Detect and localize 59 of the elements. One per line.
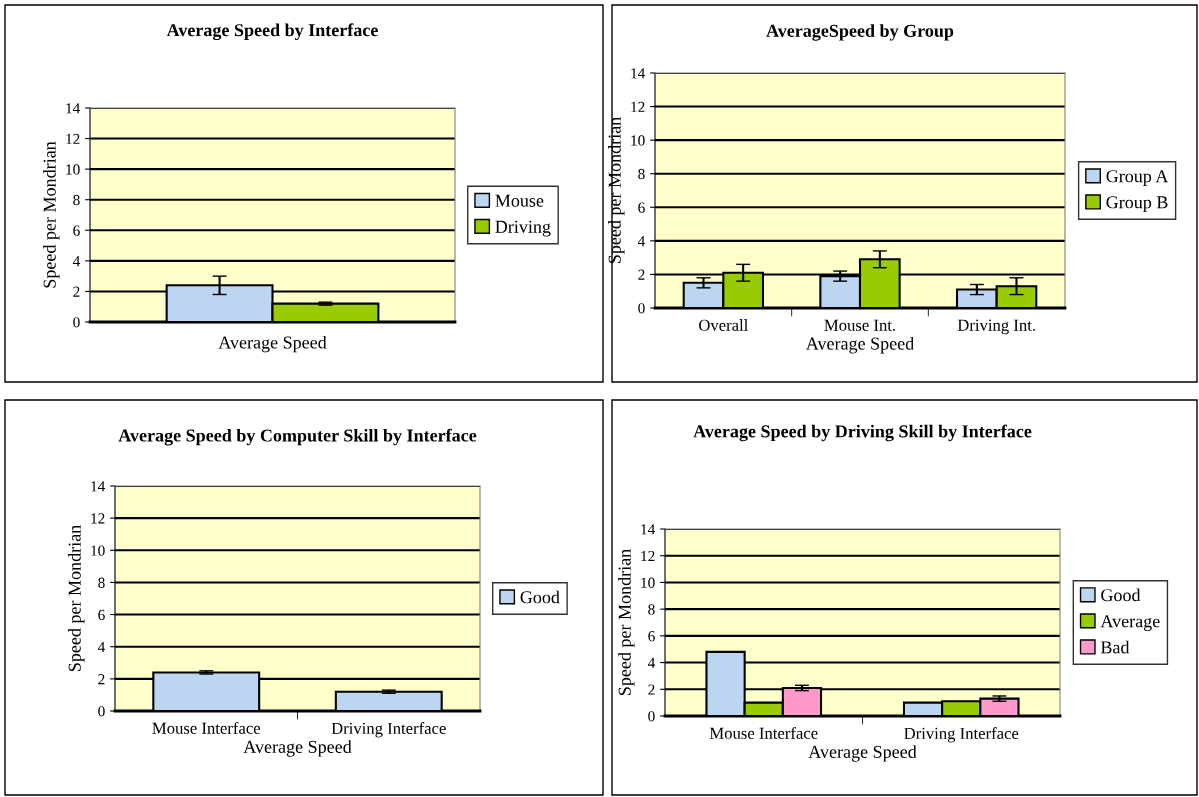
y-tick-label: 4 bbox=[637, 236, 646, 247]
x-axis-title: Average Speed bbox=[805, 337, 915, 354]
legend-label: Average bbox=[1100, 615, 1160, 632]
y-tick-label: 2 bbox=[73, 286, 80, 297]
y-tick-label: 14 bbox=[631, 68, 646, 79]
y-axis-title: Speed per Mondrian bbox=[43, 141, 60, 288]
y-tick-label: 4 bbox=[97, 641, 106, 653]
x-tick-label: Driving Int. bbox=[957, 319, 1035, 335]
y-tick-label: 10 bbox=[631, 135, 645, 146]
y-tick-label: 10 bbox=[91, 545, 105, 556]
y-tick-label: 12 bbox=[631, 101, 645, 112]
legend-label: Good bbox=[520, 590, 560, 604]
x-tick-label: Mouse Interface bbox=[152, 721, 261, 734]
y-tick-label: 8 bbox=[98, 577, 105, 588]
y-axis-title: Speed per Mondrian bbox=[618, 549, 635, 695]
y-tick-label: 2 bbox=[98, 674, 105, 685]
y-tick-label: 6 bbox=[98, 609, 105, 621]
x-tick-label: Mouse Int. bbox=[824, 319, 896, 331]
y-tick-label: 8 bbox=[73, 194, 80, 206]
x-axis-title: Average Speed bbox=[808, 745, 917, 762]
y-tick-label: 2 bbox=[648, 684, 655, 695]
y-tick-label: 14 bbox=[641, 524, 656, 535]
legend-label: Good bbox=[1101, 588, 1141, 602]
legend-label: Bad bbox=[1100, 640, 1130, 654]
y-tick-label: 0 bbox=[98, 706, 105, 717]
y-tick-label: 14 bbox=[66, 103, 81, 114]
y-axis-title: Speed per Mondrian bbox=[608, 117, 625, 263]
chart-title: Average Speed by Interface bbox=[166, 23, 378, 41]
legend-label: Group B bbox=[1106, 196, 1168, 213]
y-axis-title: Speed per Mondrian bbox=[68, 525, 85, 671]
y-tick-label: 14 bbox=[91, 481, 106, 492]
x-axis-title: Average Speed bbox=[218, 335, 327, 353]
y-tick-label: 0 bbox=[638, 303, 645, 314]
y-tick-label: 6 bbox=[648, 631, 655, 642]
y-tick-label: 4 bbox=[72, 256, 81, 267]
x-tick-label: Driving Interface bbox=[904, 727, 1019, 743]
y-tick-label: 8 bbox=[648, 604, 655, 615]
y-tick-label: 12 bbox=[641, 550, 655, 562]
y-tick-label: 10 bbox=[66, 164, 80, 175]
x-tick-label: Overall bbox=[699, 319, 748, 331]
legend-label: Mouse bbox=[495, 194, 544, 207]
x-tick-label: Driving Interface bbox=[331, 722, 446, 738]
chart-title: AverageSpeed by Group bbox=[766, 24, 954, 41]
y-tick-label: 6 bbox=[638, 202, 645, 213]
y-tick-label: 10 bbox=[641, 577, 655, 588]
y-tick-label: 0 bbox=[73, 317, 80, 328]
y-tick-label: 2 bbox=[638, 269, 645, 280]
legend-label: Driving bbox=[495, 220, 551, 237]
x-axis-title: Average Speed bbox=[243, 740, 352, 757]
chart-title: Average Speed by Computer Skill by Interface bbox=[118, 428, 477, 446]
legend-label: Group A bbox=[1106, 170, 1169, 186]
y-tick-label: 8 bbox=[638, 168, 645, 180]
chart-title: Average Speed by Driving Skill by Interface bbox=[693, 424, 1032, 442]
y-tick-label: 12 bbox=[66, 133, 80, 144]
y-tick-label: 4 bbox=[647, 657, 656, 668]
x-tick-label: Mouse Interface bbox=[709, 726, 818, 739]
y-tick-label: 12 bbox=[91, 513, 105, 524]
y-tick-label: 0 bbox=[648, 711, 655, 722]
y-tick-label: 6 bbox=[73, 225, 80, 236]
